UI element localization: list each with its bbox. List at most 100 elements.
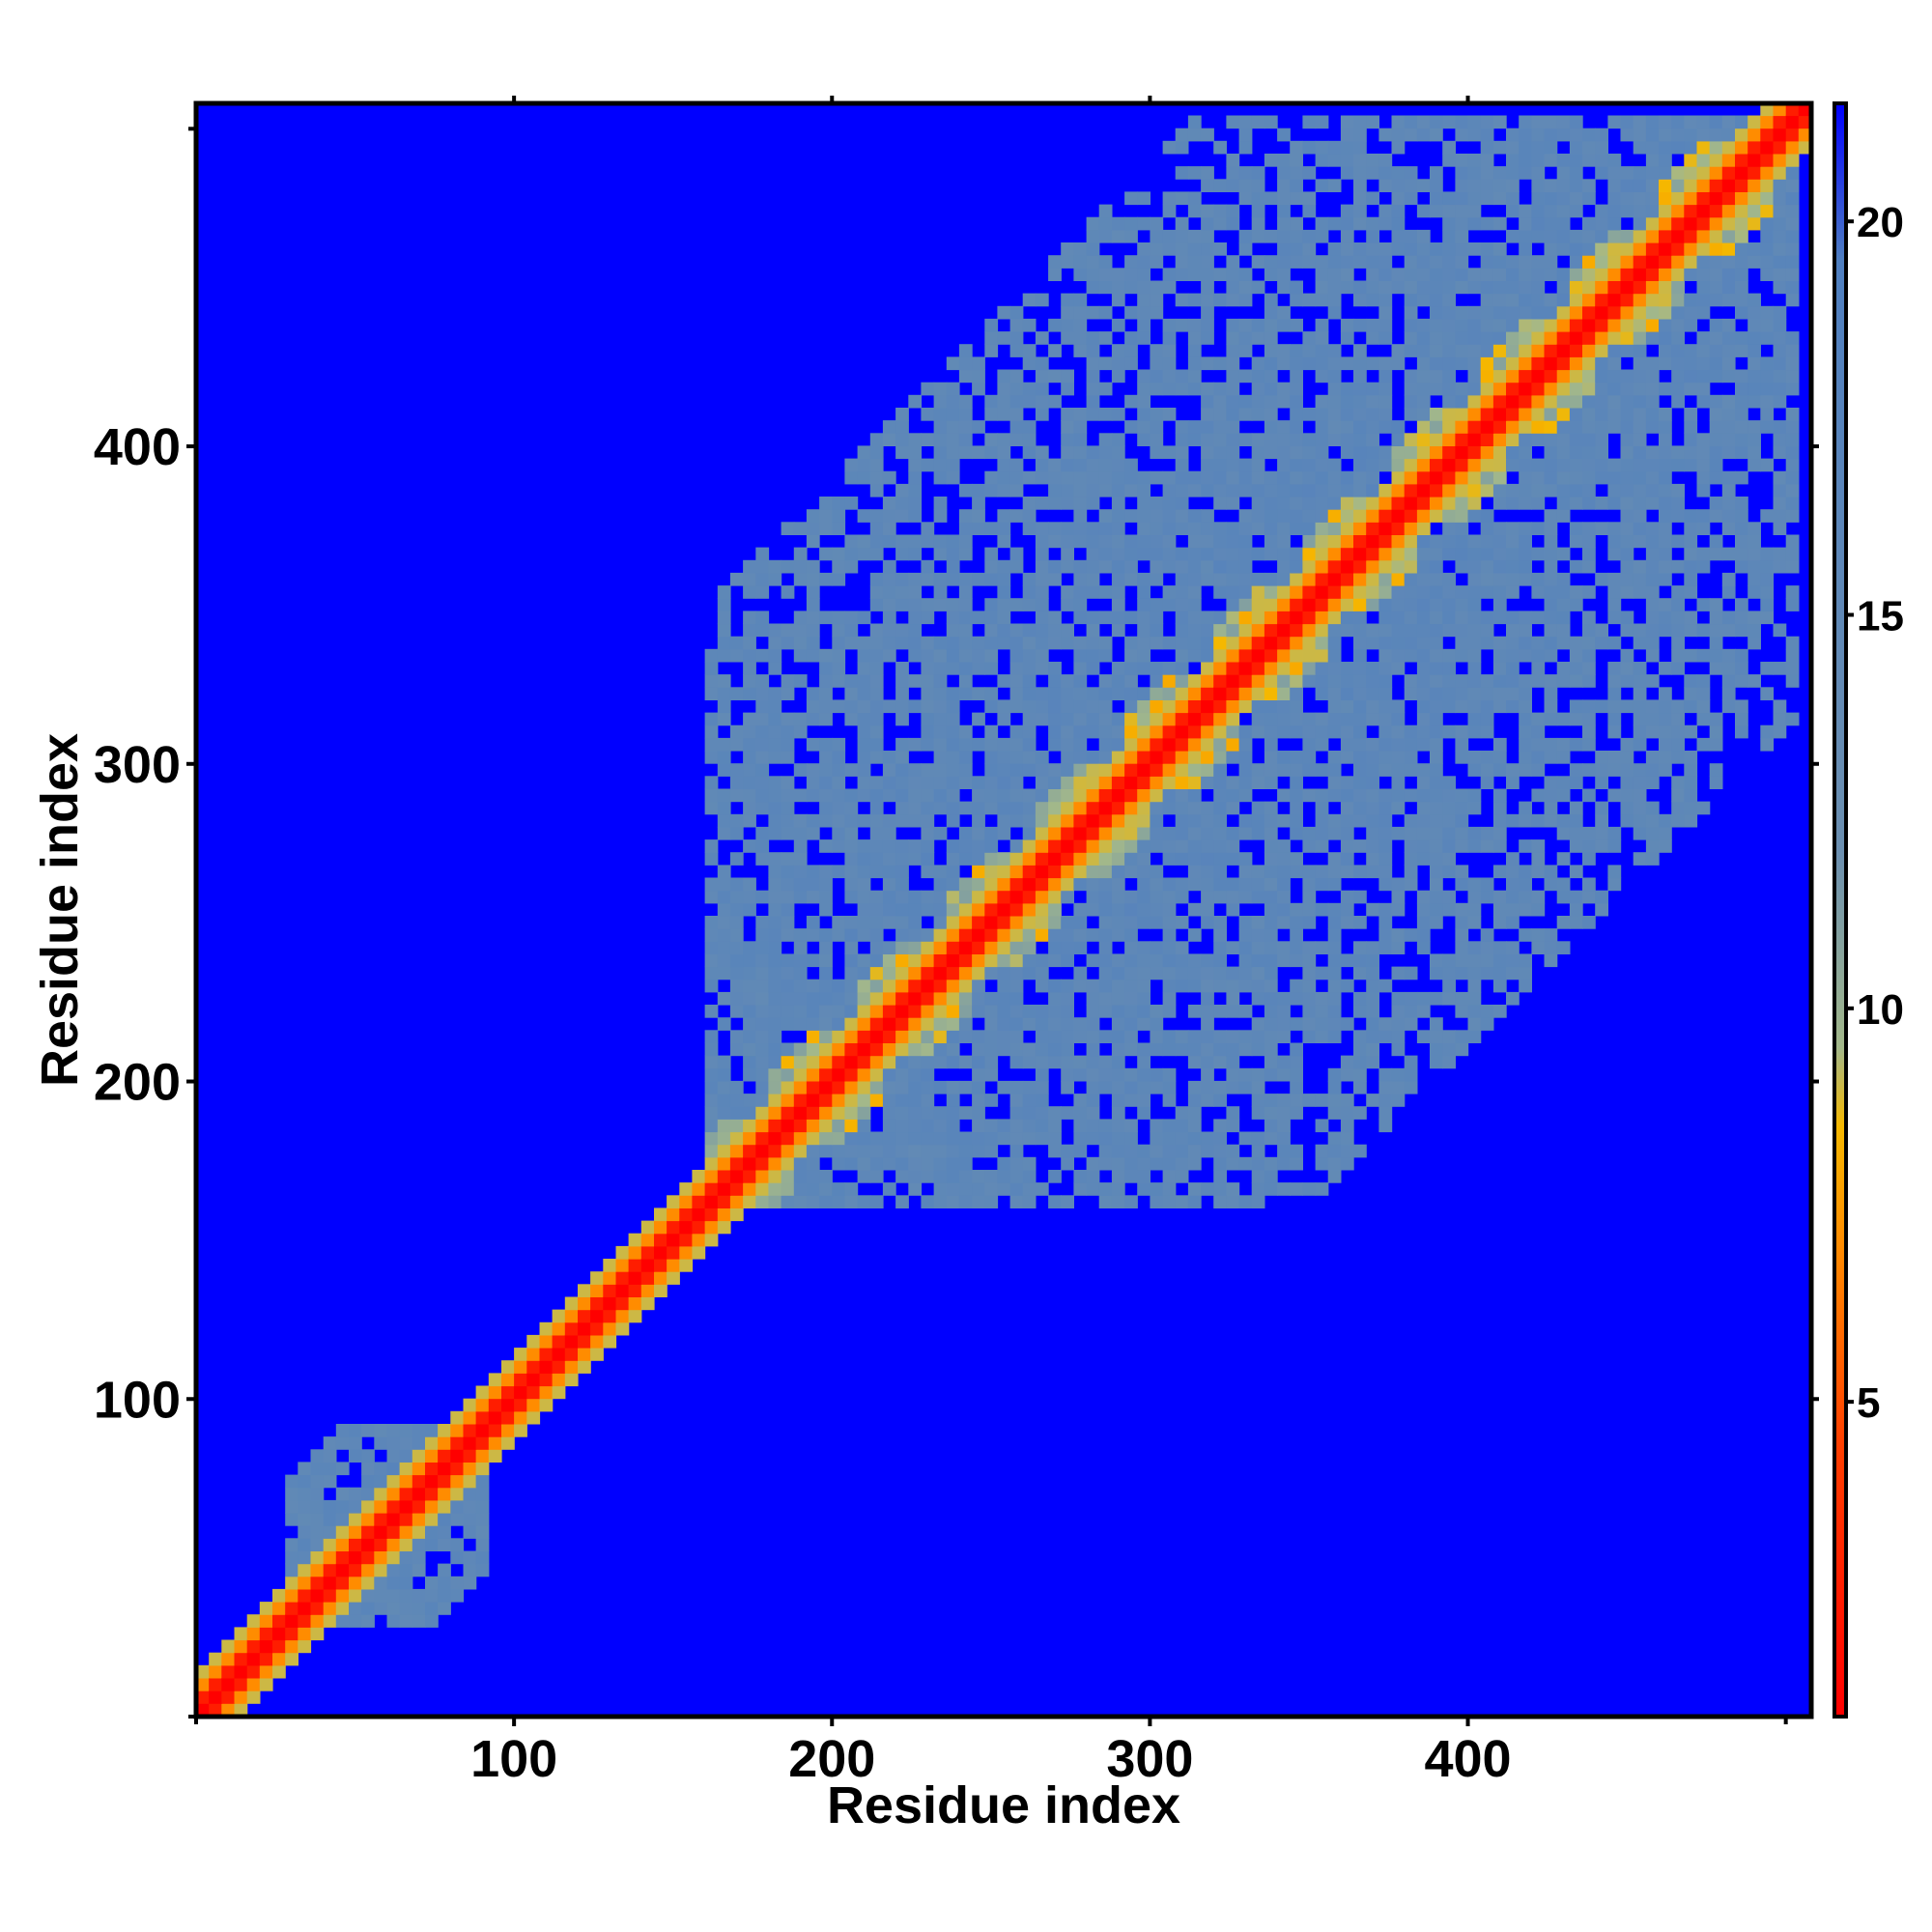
heatmap-cell <box>933 751 948 764</box>
heatmap-cell <box>1315 1005 1329 1018</box>
heatmap-cell <box>1569 229 1583 243</box>
heatmap-cell <box>1175 445 1189 460</box>
heatmap-cell <box>1111 1042 1125 1057</box>
heatmap-cell <box>869 509 884 523</box>
heatmap-cell <box>1506 344 1520 357</box>
heatmap-cell <box>1633 534 1647 549</box>
heatmap-cell <box>1251 1131 1265 1146</box>
heatmap-cell <box>1137 1017 1151 1031</box>
heatmap-cell <box>1353 191 1367 206</box>
heatmap-cell <box>768 648 782 663</box>
heatmap-cell <box>1302 865 1317 879</box>
heatmap-cell <box>1111 229 1125 243</box>
heatmap-cell <box>1366 1030 1379 1043</box>
heatmap-cell <box>1340 1119 1354 1133</box>
heatmap-cell <box>819 572 833 586</box>
heatmap-cell <box>1277 1182 1291 1196</box>
heatmap-cell <box>946 408 960 421</box>
heatmap-cell <box>1264 356 1278 371</box>
heatmap-cell <box>1378 928 1393 942</box>
heatmap-cell <box>1531 865 1546 879</box>
heatmap-cell <box>972 991 985 1006</box>
heatmap-cell <box>1506 585 1520 599</box>
heatmap-cell <box>1467 1030 1482 1043</box>
heatmap-cell <box>1302 572 1317 586</box>
heatmap-cell <box>1302 483 1317 497</box>
heatmap-cell <box>1785 204 1800 218</box>
heatmap-cell <box>1048 344 1062 357</box>
heatmap-cell <box>1048 687 1062 700</box>
heatmap-cell <box>1544 318 1558 332</box>
heatmap-cell <box>1009 839 1024 853</box>
heatmap-cell <box>1226 344 1240 357</box>
heatmap-cell <box>425 1602 439 1615</box>
heatmap-cell <box>640 1245 655 1260</box>
heatmap-cell <box>1519 154 1532 167</box>
heatmap-cell <box>1747 204 1761 218</box>
heatmap-cell <box>869 979 884 993</box>
heatmap-cell <box>1340 280 1354 295</box>
heatmap-cell <box>1111 902 1125 917</box>
heatmap-cell <box>1290 394 1303 409</box>
heatmap-cell <box>1150 674 1164 688</box>
heatmap-cell <box>1569 813 1583 828</box>
heatmap-cell <box>564 1334 579 1349</box>
heatmap-cell <box>1238 572 1253 586</box>
heatmap-cell <box>539 1360 554 1374</box>
heatmap-cell <box>729 1156 744 1171</box>
heatmap-cell <box>1340 522 1354 535</box>
heatmap-cell <box>1607 216 1622 231</box>
heatmap-cell <box>1519 813 1532 828</box>
heatmap-cell <box>1519 318 1532 332</box>
heatmap-cell <box>1124 890 1138 904</box>
heatmap-cell <box>1162 1144 1177 1158</box>
heatmap-cell <box>717 1156 731 1171</box>
heatmap-cell <box>590 1296 604 1311</box>
heatmap-cell <box>1684 229 1698 243</box>
heatmap-cell <box>1582 420 1596 434</box>
heatmap-cell <box>1519 128 1532 142</box>
heatmap-cell <box>1264 394 1278 409</box>
heatmap-cell <box>1391 1030 1406 1043</box>
heatmap-cell <box>806 1030 820 1043</box>
heatmap-cell <box>1213 813 1227 828</box>
heatmap-cell <box>857 1005 871 1018</box>
heatmap-cell <box>1391 572 1406 586</box>
heatmap-cell <box>1035 1094 1049 1107</box>
heatmap-cell <box>972 890 985 904</box>
heatmap-cell <box>832 737 846 752</box>
heatmap-cell <box>1366 470 1379 485</box>
heatmap-cell <box>1492 268 1507 281</box>
heatmap-cell <box>908 788 923 803</box>
heatmap-cell <box>1264 902 1278 917</box>
heatmap-cell <box>1785 509 1800 523</box>
heatmap-cell <box>832 636 846 650</box>
heatmap-cell <box>1430 699 1443 714</box>
heatmap-cell <box>1290 483 1303 497</box>
heatmap-cell <box>781 674 795 688</box>
heatmap-cell <box>1455 433 1469 446</box>
heatmap-cell <box>1150 1030 1164 1043</box>
heatmap-cell <box>1442 687 1456 700</box>
heatmap-cell <box>895 1030 909 1043</box>
heatmap-cell <box>946 1080 960 1094</box>
heatmap-cell <box>1569 331 1583 345</box>
heatmap-cell <box>1467 394 1482 409</box>
heatmap-cell <box>1201 648 1214 663</box>
heatmap-cell <box>1264 318 1278 332</box>
heatmap-cell <box>1226 1042 1240 1057</box>
heatmap-cell <box>1633 166 1647 180</box>
heatmap-cell <box>450 1449 465 1463</box>
heatmap-cell <box>1187 420 1202 434</box>
heatmap-cell <box>1404 497 1418 510</box>
heatmap-cell <box>1187 953 1202 968</box>
heatmap-cell <box>298 1499 312 1514</box>
heatmap-cell <box>1315 559 1329 574</box>
heatmap-cell <box>781 801 795 815</box>
heatmap-cell <box>1187 1094 1202 1107</box>
heatmap-cell <box>1226 1067 1240 1082</box>
heatmap-cell <box>1645 776 1660 789</box>
heatmap-cell <box>1455 636 1469 650</box>
heatmap-cell <box>743 813 756 828</box>
heatmap-cell <box>1671 191 1685 206</box>
